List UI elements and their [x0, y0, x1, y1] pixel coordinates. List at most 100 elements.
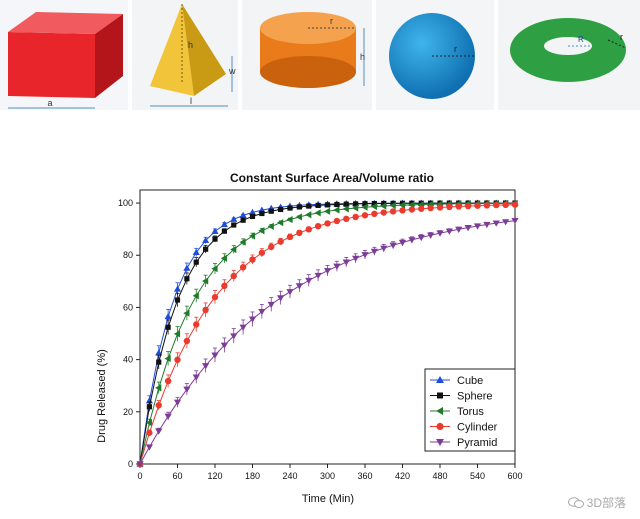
data-point: [183, 264, 191, 271]
data-point: [370, 202, 377, 211]
data-point: [305, 211, 312, 219]
data-point: [164, 413, 172, 420]
data-point: [230, 333, 238, 340]
y-tick-label: 20: [123, 407, 133, 417]
data-point: [306, 203, 312, 209]
data-point: [417, 234, 425, 242]
data-point: [136, 461, 144, 468]
data-point: [295, 213, 302, 221]
wechat-icon: [567, 497, 584, 508]
cylinder-dim-h: h: [360, 52, 365, 62]
x-tick-label: 540: [470, 471, 485, 481]
data-point: [165, 324, 171, 330]
data-point: [389, 242, 397, 249]
legend-marker-cube: [436, 376, 444, 383]
data-point: [239, 324, 247, 331]
data-point: [211, 352, 219, 359]
x-tick-label: 300: [320, 471, 335, 481]
torus-dim-R: R: [578, 35, 584, 44]
data-point: [146, 404, 152, 410]
data-point: [305, 226, 312, 233]
data-point: [277, 295, 285, 302]
data-point: [155, 428, 163, 435]
data-point: [389, 201, 396, 210]
data-point: [267, 222, 274, 230]
cylinder-illustration: r h: [260, 12, 365, 88]
data-point: [286, 233, 294, 241]
data-point: [183, 337, 191, 345]
data-point: [352, 255, 360, 262]
data-point: [323, 207, 331, 215]
data-point: [220, 220, 228, 228]
data-point: [184, 276, 190, 282]
cube-dim-a: a: [47, 98, 52, 108]
data-point: [146, 429, 153, 436]
data-point: [286, 215, 293, 224]
data-point: [492, 220, 500, 227]
data-point: [173, 399, 182, 406]
data-point: [381, 200, 387, 207]
data-point: [361, 212, 369, 219]
data-point: [362, 201, 368, 207]
data-point: [324, 220, 331, 227]
data-point: [502, 219, 510, 226]
drug-release-chart: Constant Surface Area/Volume ratio 0 60 12…: [96, 171, 523, 505]
data-point: [418, 205, 425, 212]
x-tick-label: 360: [357, 471, 372, 481]
data-point: [323, 268, 332, 275]
x-tick-label: 0: [137, 471, 142, 481]
data-point: [249, 213, 256, 220]
data-point: [202, 306, 209, 314]
data-point: [408, 237, 416, 244]
x-tick-label: 60: [172, 471, 182, 481]
data-point: [173, 285, 182, 292]
data-point: [315, 202, 321, 209]
data-point: [258, 249, 266, 256]
x-tick-label: 480: [432, 471, 447, 481]
data-point: [502, 201, 509, 209]
data-point: [164, 377, 172, 385]
data-point: [483, 221, 491, 229]
data-point: [174, 297, 181, 303]
data-point: [296, 204, 302, 210]
legend-label-cylinder: Cylinder: [457, 422, 498, 434]
data-point: [361, 252, 369, 259]
pyramid-panel: h w l: [132, 0, 238, 110]
data-point: [239, 264, 247, 271]
x-tick-label: 420: [395, 471, 410, 481]
torus-panel: R r: [498, 0, 640, 110]
data-point: [211, 227, 219, 234]
data-point: [342, 205, 349, 213]
data-point: [183, 386, 191, 393]
pyramid-dim-h: h: [188, 40, 193, 50]
data-point: [333, 263, 341, 270]
data-point: [221, 282, 228, 290]
data-point: [324, 202, 331, 208]
data-point: [220, 342, 228, 349]
data-point: [231, 222, 237, 228]
legend-marker-cylinder: [436, 422, 444, 431]
y-tick-label: 0: [128, 459, 133, 469]
data-point: [436, 230, 444, 237]
data-point: [464, 225, 472, 232]
data-point: [193, 321, 200, 328]
data-point: [202, 236, 210, 244]
data-point: [455, 226, 463, 233]
data-point: [278, 206, 284, 213]
data-point: [248, 208, 257, 215]
chart-axes: 0 60 120 180 240 300 360 420 480 540 600 0 20 40 60 80 1…: [118, 189, 523, 481]
data-point: [511, 217, 519, 225]
data-point: [192, 248, 200, 256]
data-point: [211, 293, 219, 301]
data-point: [314, 222, 322, 230]
legend-label-cube: Cube: [457, 375, 483, 387]
data-point: [239, 238, 246, 246]
data-point: [239, 211, 247, 218]
data-point: [445, 228, 453, 235]
data-point: [314, 272, 322, 280]
torus-illustration: R r: [510, 18, 627, 82]
data-point: [398, 239, 407, 247]
sphere-panel: r: [376, 0, 494, 110]
data-point: [192, 292, 199, 300]
data-point: [408, 206, 416, 213]
